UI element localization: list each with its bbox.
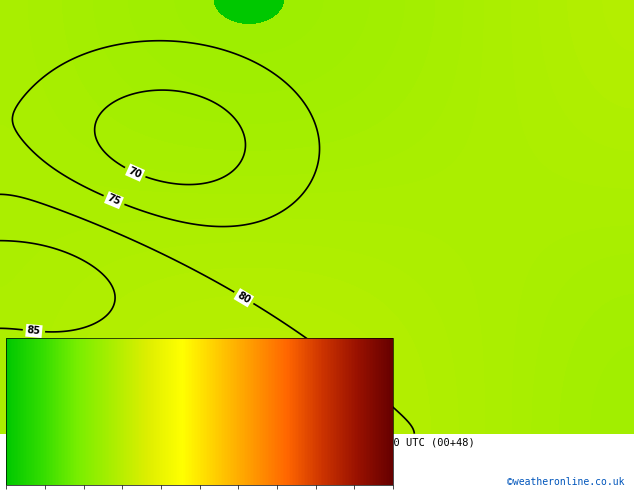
Text: ©weatheronline.co.uk: ©weatheronline.co.uk [507,477,624,487]
Text: Height/Temp. 925 hPa mean+σ [gpdm] ECMWF    Su 02-06-2024 00:00 UTC (00+48): Height/Temp. 925 hPa mean+σ [gpdm] ECMWF… [6,438,475,448]
Text: 85: 85 [27,325,41,337]
Text: 70: 70 [127,165,143,180]
Text: 80: 80 [235,290,252,306]
Text: 75: 75 [106,193,122,207]
